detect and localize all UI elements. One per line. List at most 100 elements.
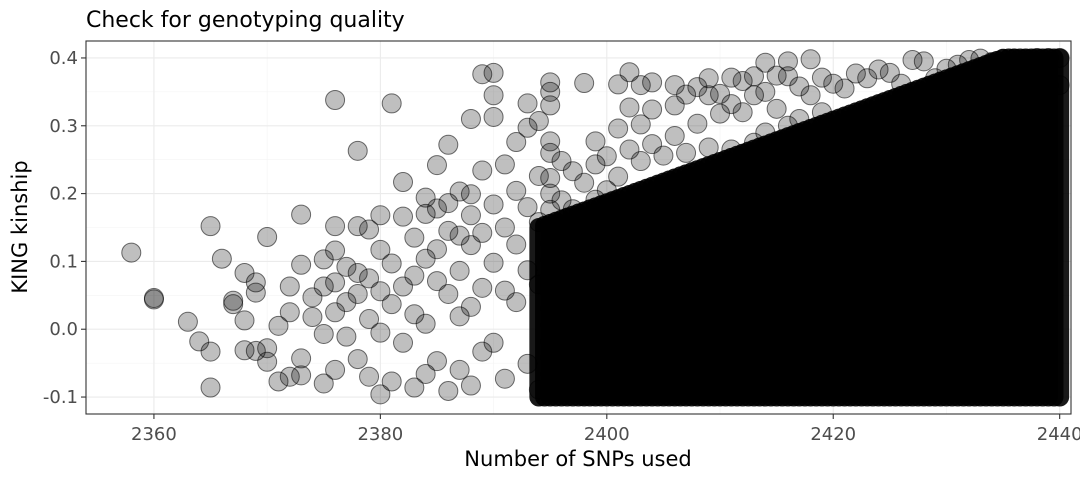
data-point — [381, 371, 402, 392]
data-point — [619, 97, 640, 118]
data-point — [698, 312, 719, 333]
data-point — [506, 132, 527, 153]
plot-border — [85, 40, 1072, 415]
data-point — [1038, 75, 1059, 96]
data-point — [710, 359, 731, 380]
data-point — [347, 140, 368, 161]
data-point — [811, 67, 832, 88]
data-point — [460, 108, 481, 129]
data-point — [211, 248, 232, 269]
data-point — [653, 254, 674, 275]
data-point — [698, 217, 719, 238]
data-point — [313, 323, 334, 344]
data-point — [993, 81, 1014, 102]
data-point — [438, 283, 459, 304]
data-point — [664, 125, 685, 146]
data-point — [460, 205, 481, 226]
x-tick-label: 2360 — [131, 424, 177, 445]
data-point — [472, 64, 493, 85]
data-point — [494, 217, 515, 238]
data-point — [608, 356, 629, 377]
data-point — [562, 289, 583, 310]
y-tick-label: 0.4 — [49, 48, 78, 69]
data-point — [766, 332, 787, 353]
data-point — [336, 292, 357, 313]
data-point — [291, 204, 312, 225]
data-point — [721, 67, 742, 88]
data-point — [528, 379, 549, 400]
data-point — [540, 282, 561, 303]
data-point — [268, 371, 289, 392]
data-point — [438, 220, 459, 241]
data-point — [494, 154, 515, 175]
y-tick-label: 0.2 — [49, 184, 78, 205]
data-point — [449, 260, 470, 281]
data-point — [279, 302, 300, 323]
data-point — [596, 146, 617, 167]
data-point — [777, 51, 798, 72]
data-point — [800, 224, 821, 245]
data-point — [879, 62, 900, 83]
data-point — [517, 353, 538, 374]
data-point — [313, 276, 334, 297]
data-point — [970, 81, 991, 102]
data-point — [879, 197, 900, 218]
data-point — [676, 373, 697, 394]
data-point — [438, 380, 459, 401]
data-point — [676, 278, 697, 299]
data-point — [426, 198, 447, 219]
data-point — [630, 151, 651, 172]
data-point — [574, 252, 595, 273]
data-point — [664, 173, 685, 194]
data-point — [642, 99, 663, 120]
data-point — [540, 167, 561, 188]
data-point — [800, 85, 821, 106]
data-point — [506, 292, 527, 313]
data-point — [959, 49, 980, 70]
data-point — [1049, 47, 1070, 68]
data-point — [336, 256, 357, 277]
data-point — [325, 302, 346, 323]
data-point — [913, 102, 934, 123]
data-point — [257, 351, 278, 372]
data-point — [1004, 48, 1025, 69]
x-axis-title: Number of SNPs used — [464, 447, 691, 471]
data-point — [902, 49, 923, 70]
data-point — [404, 377, 425, 398]
data-point — [393, 332, 414, 353]
data-point — [777, 190, 798, 211]
data-point — [721, 210, 742, 231]
data-point — [947, 95, 968, 116]
x-tick-label: 2400 — [584, 424, 630, 445]
x-tick-label: 2420 — [810, 424, 856, 445]
data-point — [596, 180, 617, 201]
data-point — [483, 62, 504, 83]
data-point — [608, 258, 629, 279]
data-point — [698, 85, 719, 106]
data-point — [811, 176, 832, 197]
data-point — [902, 95, 923, 116]
data-point — [415, 363, 436, 384]
data-point — [562, 363, 583, 384]
data-point — [415, 203, 436, 224]
data-point — [393, 172, 414, 193]
data-point — [732, 237, 753, 258]
data-point — [608, 118, 629, 139]
data-point — [574, 172, 595, 193]
data-point — [1015, 78, 1036, 99]
data-point — [302, 287, 323, 308]
data-point — [562, 199, 583, 220]
data-point — [710, 83, 731, 104]
data-point — [619, 62, 640, 83]
data-point — [404, 265, 425, 286]
data-point — [755, 81, 776, 102]
data-point — [868, 183, 889, 204]
data-point — [177, 311, 198, 332]
data-point — [540, 347, 561, 368]
data-point — [426, 155, 447, 176]
data-point — [551, 262, 572, 283]
x-tick-label: 2380 — [357, 424, 403, 445]
data-point — [426, 351, 447, 372]
data-point — [506, 234, 527, 255]
data-point — [845, 63, 866, 84]
